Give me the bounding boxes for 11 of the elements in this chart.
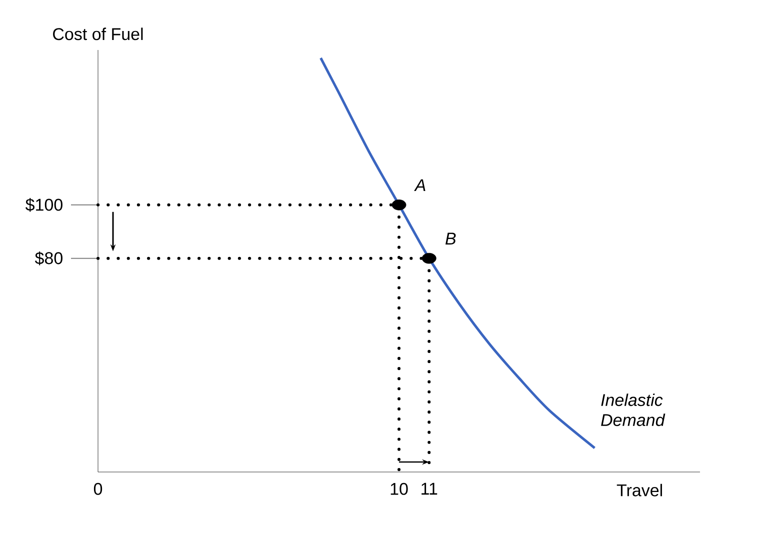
x-tick-label: 11 bbox=[422, 482, 438, 495]
annotation: A bbox=[414, 179, 426, 192]
y-tick-label: $100 bbox=[26, 198, 62, 212]
series-label: Inelastic Demand bbox=[601, 394, 666, 426]
x-tick-label: 0 bbox=[94, 482, 102, 495]
line-series bbox=[319, 56, 596, 450]
x-axis-title: Travel bbox=[616, 484, 662, 496]
y-axis-title: Cost of Fuel bbox=[53, 28, 143, 40]
y-tick-label: $80 bbox=[34, 251, 62, 266]
x-tick-label: 10 bbox=[390, 482, 408, 495]
annotation: B bbox=[445, 232, 456, 244]
